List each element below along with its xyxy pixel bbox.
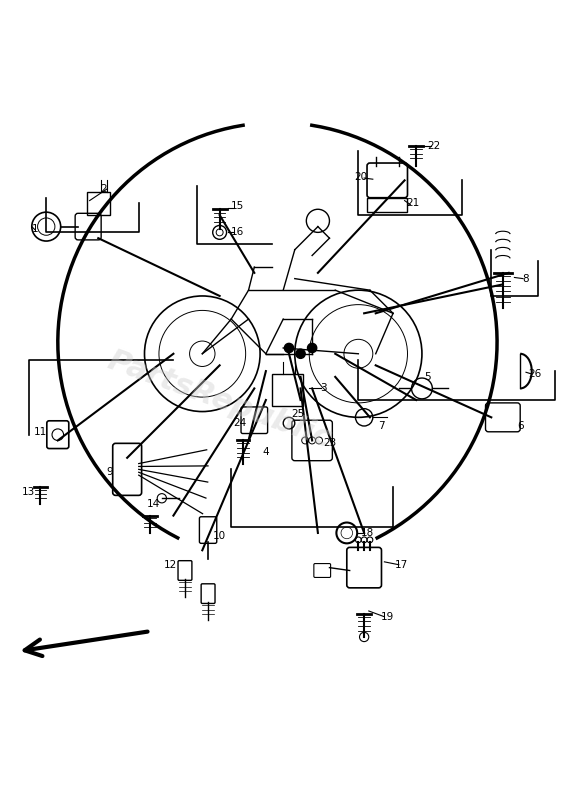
Text: 18: 18 <box>361 528 373 538</box>
Circle shape <box>284 343 294 353</box>
Text: 17: 17 <box>395 560 408 570</box>
Circle shape <box>307 343 317 353</box>
Text: 23: 23 <box>323 438 336 448</box>
Text: 7: 7 <box>378 421 385 431</box>
Text: 25: 25 <box>291 410 304 419</box>
Text: 3: 3 <box>320 383 327 394</box>
Text: 5: 5 <box>424 372 431 382</box>
Text: 9: 9 <box>106 467 113 478</box>
Text: PartsRepublic: PartsRepublic <box>104 346 335 454</box>
Text: 8: 8 <box>523 274 529 284</box>
Text: 12: 12 <box>164 560 177 570</box>
Text: 21: 21 <box>407 198 420 209</box>
Text: 4: 4 <box>262 447 269 457</box>
Text: 24: 24 <box>234 418 246 428</box>
Text: 14: 14 <box>147 499 160 509</box>
Text: 16: 16 <box>231 227 243 238</box>
Text: 15: 15 <box>231 202 243 211</box>
Text: 13: 13 <box>23 487 35 498</box>
Text: 1: 1 <box>31 225 38 234</box>
Circle shape <box>296 349 305 358</box>
Text: 11: 11 <box>34 426 47 437</box>
Text: 10: 10 <box>213 531 226 541</box>
Text: 19: 19 <box>381 612 394 622</box>
Text: 26: 26 <box>528 369 541 379</box>
Text: 20: 20 <box>355 173 368 182</box>
Text: 22: 22 <box>427 141 440 150</box>
Text: 2: 2 <box>101 184 108 194</box>
Text: 6: 6 <box>517 421 524 431</box>
